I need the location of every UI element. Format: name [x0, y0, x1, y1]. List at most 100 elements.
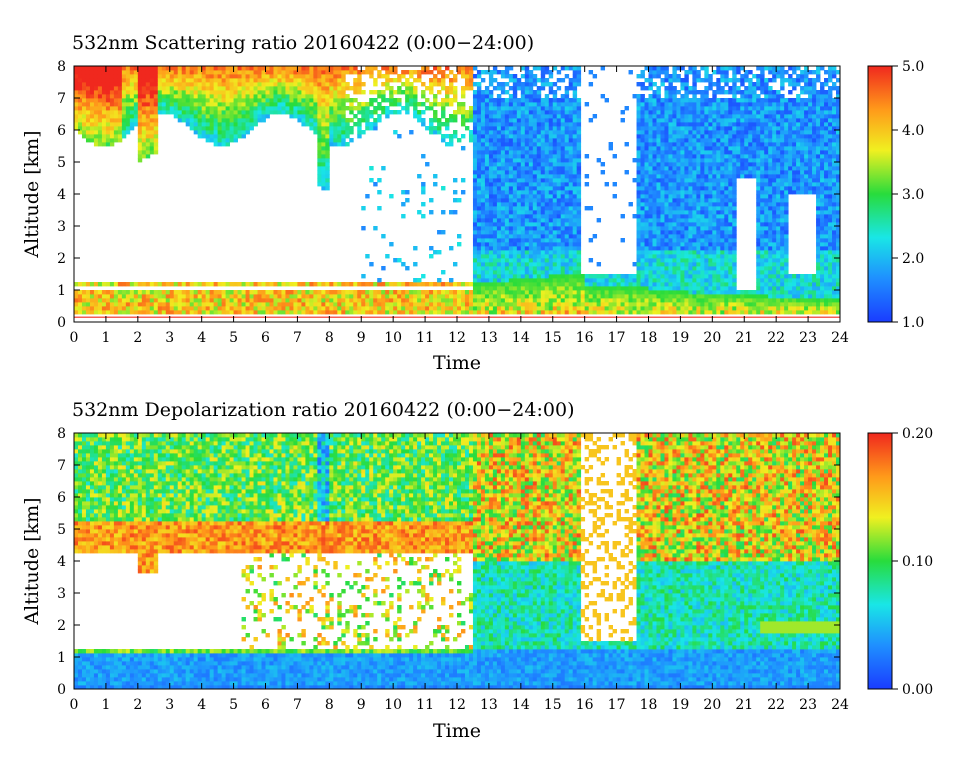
- heatmap-cell: [512, 130, 518, 135]
- heatmap-cell: [329, 78, 334, 83]
- heatmap-cell: [572, 186, 578, 191]
- heatmap-cell: [512, 166, 518, 171]
- heatmap-cell: [357, 130, 362, 135]
- heatmap-cell: [460, 178, 466, 183]
- heatmap-cell: [369, 90, 374, 95]
- heatmap-cell: [293, 290, 298, 295]
- heatmap-cell: [341, 98, 346, 103]
- heatmap-cell: [548, 150, 554, 155]
- heatmap-cell: [472, 118, 478, 123]
- heatmap-cell: [536, 110, 542, 115]
- heatmap-cell: [421, 202, 426, 207]
- heatmap-cell: [492, 170, 498, 175]
- heatmap-cell: [261, 302, 266, 307]
- heatmap-cell: [692, 126, 697, 131]
- heatmap-cell: [684, 90, 689, 95]
- heatmap-cell: [480, 198, 486, 203]
- heatmap-cell: [369, 294, 374, 299]
- heatmap-cell: [520, 266, 526, 271]
- heatmap-cell: [568, 98, 574, 103]
- heatmap-cell: [564, 286, 570, 291]
- heatmap-cell: [201, 298, 207, 303]
- heatmap-cell: [476, 250, 482, 255]
- heatmap-cell: [313, 126, 318, 131]
- heatmap-cell: [129, 82, 135, 87]
- heatmap-cell: [660, 258, 665, 263]
- heatmap-cell: [540, 234, 546, 239]
- heatmap-cell: [77, 66, 83, 71]
- heatmap-cell: [153, 150, 159, 155]
- heatmap-cell: [516, 190, 522, 195]
- heatmap-cell: [576, 178, 582, 183]
- heatmap-cell: [652, 82, 657, 87]
- heatmap-cell: [472, 158, 478, 163]
- heatmap-cell: [648, 302, 653, 307]
- heatmap-cell: [389, 282, 394, 287]
- heatmap-cell: [165, 82, 171, 87]
- heatmap-cell: [656, 250, 661, 255]
- heatmap-cell: [480, 146, 486, 151]
- heatmap-cell: [500, 226, 506, 231]
- heatmap-cell: [117, 106, 123, 111]
- heatmap-cell: [349, 294, 354, 299]
- heatmap-cell: [181, 282, 187, 287]
- heatmap-cell: [317, 130, 322, 135]
- heatmap-cell: [133, 118, 139, 123]
- heatmap-cell: [652, 102, 657, 107]
- heatmap-cell: [496, 142, 502, 147]
- heatmap-cell: [161, 306, 167, 311]
- heatmap-cell: [520, 102, 526, 107]
- heatmap-cell: [576, 246, 582, 251]
- heatmap-cell: [253, 290, 258, 295]
- heatmap-cell: [425, 66, 430, 71]
- heatmap-cell: [460, 110, 466, 115]
- heatmap-cell: [353, 302, 358, 307]
- heatmap-cell: [524, 226, 530, 231]
- heatmap-cell: [576, 202, 582, 207]
- heatmap-cell: [496, 198, 502, 203]
- heatmap-cell: [568, 262, 574, 267]
- heatmap-cell: [269, 86, 274, 91]
- heatmap-cell: [197, 126, 203, 131]
- heatmap-cell: [237, 118, 242, 123]
- heatmap-cell: [381, 290, 386, 295]
- heatmap-cell: [217, 110, 223, 115]
- heatmap-cell: [476, 134, 482, 139]
- heatmap-cell: [500, 310, 506, 315]
- heatmap-cell: [177, 294, 183, 299]
- heatmap-cell: [273, 70, 278, 75]
- heatmap-cell: [488, 210, 494, 215]
- heatmap-cell: [532, 118, 538, 123]
- heatmap-cell: [688, 254, 693, 259]
- heatmap-cell: [377, 282, 382, 287]
- heatmap-cell: [449, 86, 454, 91]
- heatmap-cell: [89, 290, 95, 295]
- heatmap-cell: [548, 134, 554, 139]
- heatmap-cell: [472, 250, 478, 255]
- heatmap-cell: [680, 306, 685, 311]
- heatmap-cell: [269, 310, 274, 315]
- heatmap-cell: [576, 258, 582, 263]
- heatmap-cell: [245, 94, 250, 99]
- heatmap-cell: [97, 114, 103, 119]
- heatmap-cell: [93, 282, 99, 287]
- heatmap-cell: [121, 70, 127, 75]
- heatmap-cell: [548, 266, 554, 271]
- heatmap-cell: [504, 266, 510, 271]
- heatmap-cell: [584, 306, 590, 311]
- heatmap-cell: [540, 310, 546, 315]
- heatmap-cell: [405, 110, 410, 115]
- heatmap-cell: [644, 106, 649, 111]
- heatmap-cell: [572, 74, 578, 79]
- heatmap-cell: [664, 158, 669, 163]
- heatmap-cell: [74, 74, 79, 79]
- heatmap-cell: [668, 238, 673, 243]
- heatmap-cell: [492, 270, 498, 275]
- heatmap-cell: [488, 126, 494, 131]
- heatmap-cell: [536, 126, 542, 131]
- heatmap-cell: [652, 74, 657, 79]
- heatmap-cell: [484, 306, 490, 311]
- heatmap-cell: [600, 278, 606, 283]
- heatmap-cell: [193, 122, 199, 127]
- heatmap-cell: [153, 70, 159, 75]
